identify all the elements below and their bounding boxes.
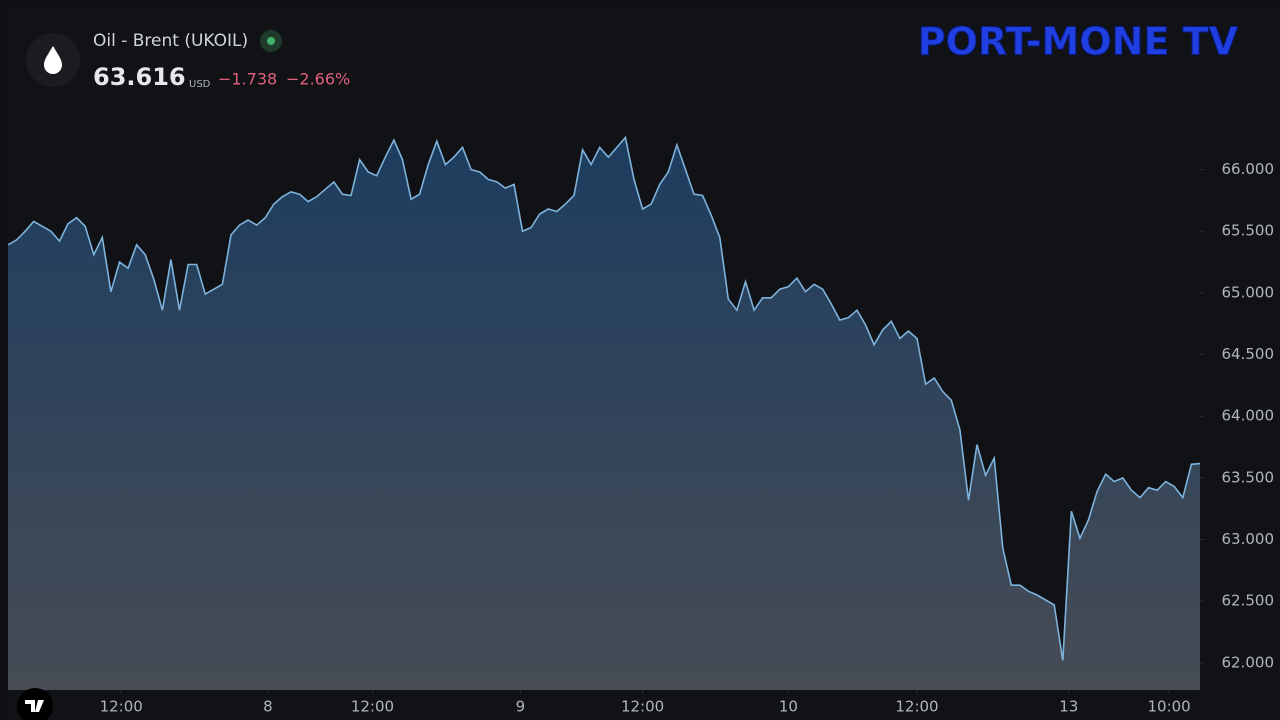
drop-icon bbox=[44, 46, 62, 74]
y-tick-label: 62.000 bbox=[1222, 653, 1275, 671]
y-tick-label: 64.000 bbox=[1222, 407, 1275, 425]
x-tick-label: 12:00 bbox=[100, 698, 143, 716]
y-tick-label: 66.000 bbox=[1222, 160, 1275, 178]
status-dot bbox=[267, 37, 275, 45]
tv-logo-mark bbox=[25, 700, 44, 712]
change-percent: −2.66% bbox=[286, 70, 350, 89]
x-tick-label: 12:00 bbox=[621, 698, 664, 716]
x-tick-label: 8 bbox=[263, 698, 273, 716]
x-tick-label: 12:00 bbox=[895, 698, 938, 716]
y-tick-label: 65.000 bbox=[1222, 283, 1275, 301]
symbol-name: Oil - Brent (UKOIL) bbox=[93, 31, 248, 51]
logo: PORT-MONE TV bbox=[918, 20, 1239, 64]
x-tick-label: 10:00 bbox=[1148, 698, 1191, 716]
y-tick-label: 62.500 bbox=[1222, 592, 1275, 610]
y-tick-label: 65.500 bbox=[1222, 222, 1275, 240]
y-tick-label: 64.500 bbox=[1222, 345, 1275, 363]
change: −1.738 bbox=[218, 70, 277, 89]
price: 63.616 bbox=[93, 63, 186, 91]
area-fill bbox=[8, 137, 1200, 690]
y-tick-label: 63.000 bbox=[1222, 530, 1275, 548]
x-tick-label: 12:00 bbox=[351, 698, 394, 716]
x-tick-label: 10 bbox=[779, 698, 798, 716]
y-tick-label: 63.500 bbox=[1222, 468, 1275, 486]
x-tick-label: 9 bbox=[516, 698, 526, 716]
price-line bbox=[7, 135, 1201, 661]
plot-area: 62.000 62.500 63.000 63.500 64.000 64.500 65.0… bbox=[7, 135, 1275, 716]
currency: USD bbox=[189, 79, 211, 90]
x-tick-label: 13 bbox=[1059, 698, 1078, 716]
